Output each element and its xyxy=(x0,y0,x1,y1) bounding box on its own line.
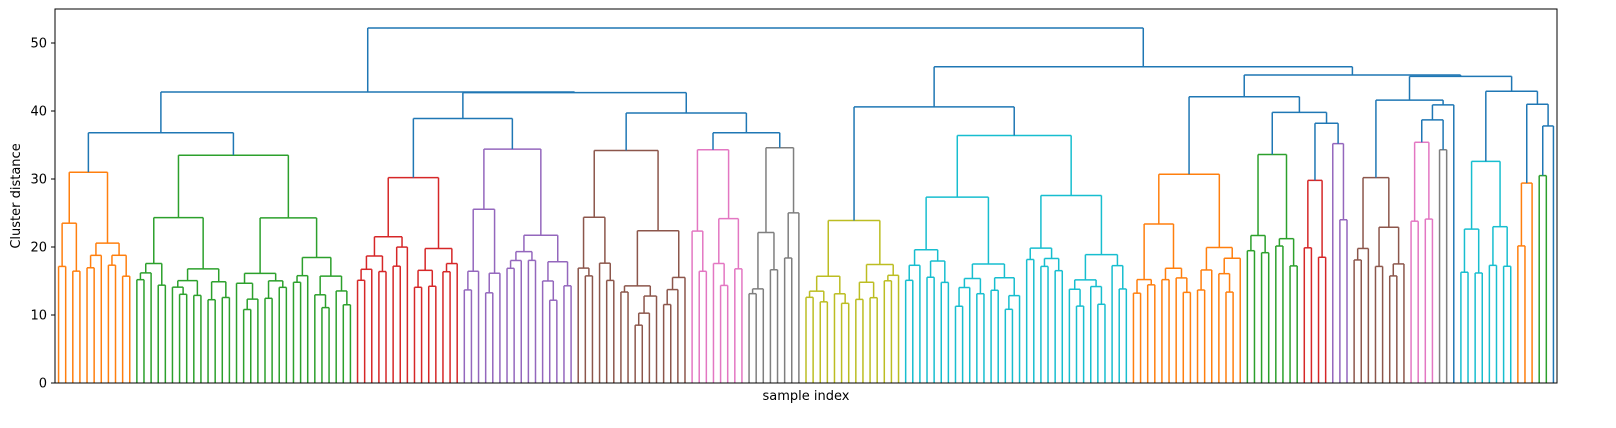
y-tick-label-10: 10 xyxy=(30,309,47,324)
y-tick-label-0: 0 xyxy=(39,377,47,392)
plot-frame xyxy=(54,8,1558,384)
y-axis-label: Cluster distance xyxy=(9,143,24,248)
dendrogram-links xyxy=(57,27,1555,383)
y-tick-label-20: 20 xyxy=(30,241,47,256)
y-tick-label-40: 40 xyxy=(30,105,47,120)
y-tick-label-50: 50 xyxy=(30,37,47,52)
y-axis: 0 10 20 30 40 50 xyxy=(30,37,55,392)
x-axis-label: sample index xyxy=(763,389,850,404)
y-tick-label-30: 30 xyxy=(30,173,47,188)
